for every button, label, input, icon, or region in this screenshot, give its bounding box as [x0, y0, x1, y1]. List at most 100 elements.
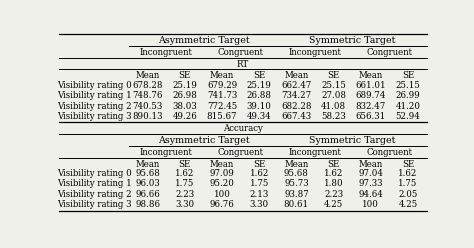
Text: 41.08: 41.08: [321, 102, 346, 111]
Text: 95.68: 95.68: [284, 169, 309, 178]
Text: Asymmetric Target: Asymmetric Target: [158, 36, 249, 45]
Text: 1.75: 1.75: [175, 179, 194, 188]
Text: 1.62: 1.62: [398, 169, 418, 178]
Text: 748.76: 748.76: [132, 91, 163, 100]
Text: 96.76: 96.76: [210, 200, 235, 209]
Text: Congruent: Congruent: [218, 48, 264, 57]
Text: 890.13: 890.13: [132, 112, 163, 121]
Text: 3.30: 3.30: [175, 200, 194, 209]
Text: 94.64: 94.64: [358, 190, 383, 199]
Text: 39.10: 39.10: [247, 102, 272, 111]
Text: 25.15: 25.15: [321, 81, 346, 90]
Text: Visibility rating 3: Visibility rating 3: [57, 112, 131, 121]
Text: 97.33: 97.33: [358, 179, 383, 188]
Text: Incongruent: Incongruent: [140, 148, 192, 157]
Text: SE: SE: [179, 160, 191, 169]
Text: Mean: Mean: [284, 160, 309, 169]
Text: Symmetric Target: Symmetric Target: [309, 136, 395, 145]
Text: Incongruent: Incongruent: [140, 48, 192, 57]
Text: SE: SE: [328, 71, 340, 80]
Text: 100: 100: [362, 200, 379, 209]
Text: Incongruent: Incongruent: [289, 48, 341, 57]
Text: 661.01: 661.01: [356, 81, 386, 90]
Text: Incongruent: Incongruent: [289, 148, 341, 157]
Text: 4.25: 4.25: [324, 200, 343, 209]
Text: 1.62: 1.62: [175, 169, 194, 178]
Text: 25.19: 25.19: [247, 81, 272, 90]
Text: 1.75: 1.75: [249, 179, 269, 188]
Text: Mean: Mean: [136, 160, 160, 169]
Text: Congruent: Congruent: [366, 148, 412, 157]
Text: 97.09: 97.09: [210, 169, 235, 178]
Text: Visibility rating 2: Visibility rating 2: [57, 190, 131, 199]
Text: 740.53: 740.53: [133, 102, 163, 111]
Text: 95.73: 95.73: [284, 179, 309, 188]
Text: 832.47: 832.47: [356, 102, 386, 111]
Text: 26.88: 26.88: [247, 91, 272, 100]
Text: 815.67: 815.67: [207, 112, 237, 121]
Text: 25.15: 25.15: [396, 81, 420, 90]
Text: Mean: Mean: [284, 71, 309, 80]
Text: 26.99: 26.99: [396, 91, 420, 100]
Text: 1.62: 1.62: [324, 169, 343, 178]
Text: 58.23: 58.23: [321, 112, 346, 121]
Text: 1.62: 1.62: [249, 169, 269, 178]
Text: Congruent: Congruent: [366, 48, 412, 57]
Text: 93.87: 93.87: [284, 190, 309, 199]
Text: 656.31: 656.31: [356, 112, 386, 121]
Text: 682.28: 682.28: [281, 102, 312, 111]
Text: 1.80: 1.80: [324, 179, 344, 188]
Text: Asymmetric Target: Asymmetric Target: [158, 136, 249, 145]
Text: Accuracy: Accuracy: [223, 124, 263, 133]
Text: Mean: Mean: [136, 71, 160, 80]
Text: Mean: Mean: [210, 160, 234, 169]
Text: Mean: Mean: [359, 160, 383, 169]
Text: 3.30: 3.30: [250, 200, 269, 209]
Text: 26.98: 26.98: [173, 91, 197, 100]
Text: 734.27: 734.27: [282, 91, 311, 100]
Text: RT: RT: [237, 60, 249, 69]
Text: SE: SE: [253, 71, 265, 80]
Text: 2.23: 2.23: [324, 190, 343, 199]
Text: 95.68: 95.68: [135, 169, 160, 178]
Text: 95.20: 95.20: [210, 179, 235, 188]
Text: 741.73: 741.73: [207, 91, 237, 100]
Text: 49.34: 49.34: [247, 112, 272, 121]
Text: 49.26: 49.26: [173, 112, 197, 121]
Text: SE: SE: [402, 71, 414, 80]
Text: 98.86: 98.86: [135, 200, 160, 209]
Text: Visibility rating 2: Visibility rating 2: [57, 102, 131, 111]
Text: Visibility rating 3: Visibility rating 3: [57, 200, 131, 209]
Text: 97.04: 97.04: [358, 169, 383, 178]
Text: SE: SE: [402, 160, 414, 169]
Text: 678.28: 678.28: [132, 81, 163, 90]
Text: SE: SE: [179, 71, 191, 80]
Text: 25.19: 25.19: [173, 81, 197, 90]
Text: Visibility rating 1: Visibility rating 1: [57, 91, 131, 100]
Text: SE: SE: [328, 160, 340, 169]
Text: 2.23: 2.23: [175, 190, 194, 199]
Text: 2.13: 2.13: [250, 190, 269, 199]
Text: 27.08: 27.08: [321, 91, 346, 100]
Text: 689.74: 689.74: [356, 91, 386, 100]
Text: 96.66: 96.66: [135, 190, 160, 199]
Text: 41.20: 41.20: [395, 102, 420, 111]
Text: Visibility rating 1: Visibility rating 1: [57, 179, 131, 188]
Text: Visibility rating 0: Visibility rating 0: [57, 169, 131, 178]
Text: Symmetric Target: Symmetric Target: [309, 36, 395, 45]
Text: 52.94: 52.94: [396, 112, 420, 121]
Text: 1.75: 1.75: [398, 179, 418, 188]
Text: 679.29: 679.29: [207, 81, 237, 90]
Text: 667.43: 667.43: [282, 112, 311, 121]
Text: Congruent: Congruent: [218, 148, 264, 157]
Text: Mean: Mean: [210, 71, 234, 80]
Text: 662.47: 662.47: [281, 81, 311, 90]
Text: 100: 100: [214, 190, 230, 199]
Text: 96.03: 96.03: [135, 179, 160, 188]
Text: 772.45: 772.45: [207, 102, 237, 111]
Text: SE: SE: [253, 160, 265, 169]
Text: 4.25: 4.25: [398, 200, 418, 209]
Text: 38.03: 38.03: [173, 102, 197, 111]
Text: 80.61: 80.61: [284, 200, 309, 209]
Text: 2.05: 2.05: [398, 190, 418, 199]
